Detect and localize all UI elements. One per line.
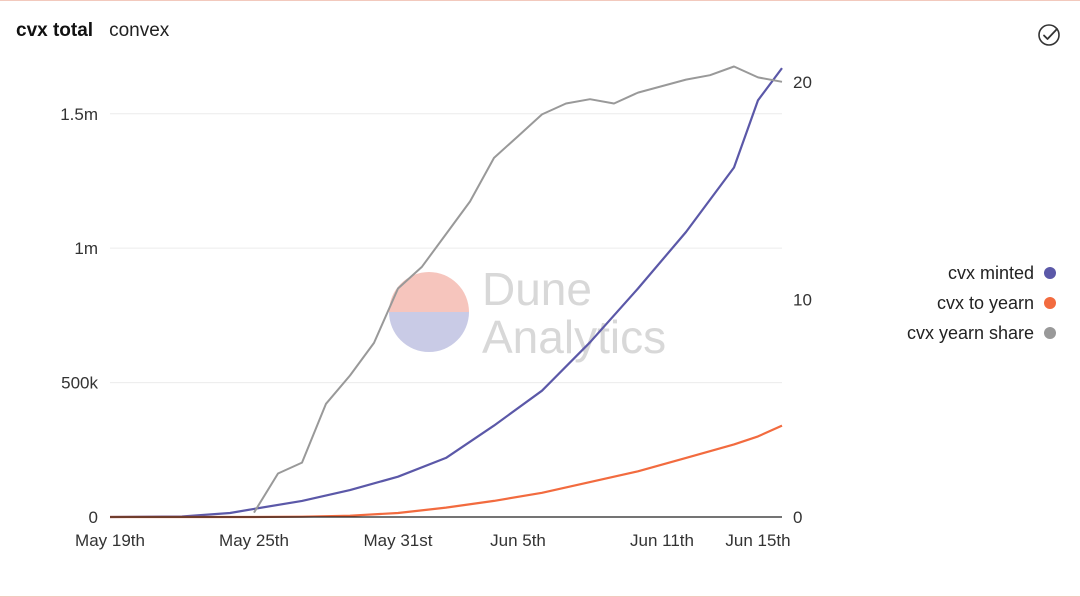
chart-subtitle: convex — [109, 20, 170, 41]
chart-title: cvx total — [16, 20, 94, 41]
legend-item[interactable]: cvx to yearn — [907, 288, 1056, 318]
y-right-tick-label: 10 — [793, 290, 812, 309]
gridlines — [110, 113, 782, 384]
series-line-cvx-to-yearn — [110, 424, 783, 519]
y-left-tick-label: 1m — [74, 239, 98, 258]
y-right-tick-label: 0 — [793, 508, 802, 527]
y-left-tick-label: 1.5m — [60, 105, 98, 124]
x-axis: May 19th May 25th May 31st Jun 5th Jun 11th J… — [75, 516, 791, 550]
series-line-cvx-yearn-share — [253, 65, 783, 514]
legend-item[interactable]: cvx yearn share — [907, 318, 1056, 348]
legend-label: cvx minted — [947, 262, 1034, 283]
x-tick-label: May 19th — [75, 531, 145, 550]
chart-header: cvx total convex — [16, 20, 169, 42]
x-tick-label: May 31st — [364, 531, 433, 550]
x-tick-label: Jun 5th — [490, 531, 546, 550]
y-left-tick-label: 0 — [89, 508, 98, 527]
watermark-line2: Analytics — [482, 311, 666, 363]
watermark-logo-bottom — [389, 312, 469, 352]
legend-item[interactable]: cvx minted — [907, 258, 1056, 288]
y-axis-right: 0 10 20 — [793, 73, 812, 527]
x-tick-label: Jun 11th — [630, 531, 694, 550]
legend-dot — [1044, 327, 1056, 339]
dune-analytics-watermark: Dune Analytics — [389, 263, 666, 363]
y-right-tick-label: 20 — [793, 73, 812, 92]
watermark-line1: Dune — [482, 263, 592, 315]
legend-label: cvx yearn share — [906, 322, 1034, 343]
watermark-logo-top — [389, 272, 469, 312]
x-tick-label: May 25th — [219, 531, 289, 550]
legend-label: cvx to yearn — [936, 292, 1034, 313]
y-axis-left: 0 500k 1m 1.5m — [60, 105, 98, 527]
legend-dot — [1044, 267, 1056, 279]
y-left-tick-label: 500k — [61, 374, 98, 393]
chart-legend: cvx minted cvx to yearn cvx yearn share — [907, 258, 1056, 348]
series-line-cvx-minted — [109, 67, 783, 519]
x-tick-label: Jun 15th — [725, 531, 790, 550]
check-circle-icon[interactable] — [1036, 22, 1062, 48]
legend-dot — [1044, 297, 1056, 309]
